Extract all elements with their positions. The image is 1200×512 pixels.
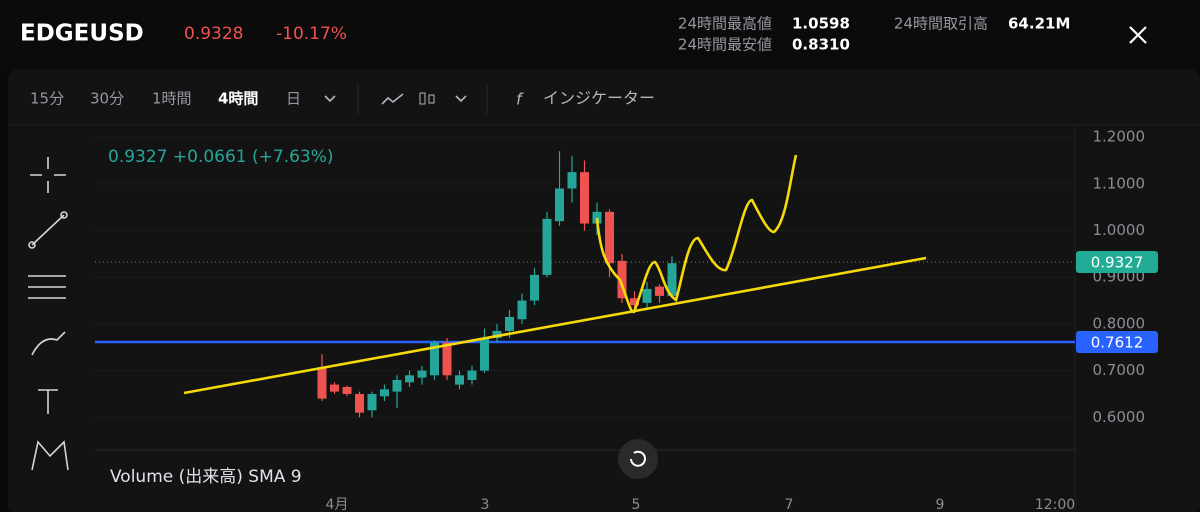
stat-label: 24時間最安値 [678, 36, 772, 54]
candle-body [642, 288, 652, 303]
candle-body [380, 389, 389, 397]
price-label-bg [1076, 331, 1158, 354]
plot: 1.20001.10001.00000.90000.80000.70000.60… [95, 128, 1158, 512]
dropdown-icon[interactable] [324, 95, 336, 103]
candle-body [617, 260, 627, 299]
drawing-tools[interactable] [28, 157, 69, 471]
candle-body [355, 393, 364, 413]
candle-body [580, 172, 589, 224]
change: -10.17% [276, 24, 347, 44]
y-tick-label: 1.1000 [1093, 174, 1146, 192]
candle-body [330, 384, 339, 392]
x-tick-label: 7 [785, 497, 794, 512]
candle-body [555, 188, 564, 222]
candle-body [492, 330, 502, 338]
x-tick-label: 3 [481, 497, 490, 512]
stat-value: 1.0598 [792, 15, 850, 33]
price-label: 0.7612 [1091, 334, 1144, 352]
candle-body [542, 218, 552, 275]
candle-body [405, 375, 414, 383]
candle-body [442, 342, 452, 376]
indicator-button[interactable]: インジケーター [543, 89, 655, 108]
candle-body [592, 211, 602, 224]
timeframes: 15分 30分 1時間 4時間 日 [30, 90, 301, 108]
x-tick-label: 9 [936, 497, 945, 512]
price: 0.9328 [184, 24, 243, 44]
timeframe-button[interactable]: 15分 [30, 90, 64, 108]
candle-body [630, 298, 639, 306]
x-tick-label: 12:00 [1035, 497, 1075, 512]
candle-body [517, 300, 527, 320]
chart-panel [8, 70, 1200, 512]
close-button[interactable] [1129, 26, 1147, 44]
candle-body [480, 337, 489, 371]
reset-button[interactable] [618, 439, 658, 479]
x-tick-label: 5 [632, 497, 641, 512]
price-label-bg [1076, 250, 1158, 273]
y-tick-label: 0.6000 [1093, 408, 1146, 426]
trend-line [183, 256, 927, 395]
candle-body [430, 342, 439, 376]
stat-value: 0.8310 [792, 36, 850, 54]
candle-body [667, 263, 677, 296]
candle-body [505, 316, 514, 331]
candle-body [392, 379, 402, 392]
candle-body [530, 274, 539, 301]
hand-drawing [595, 154, 798, 314]
candle-body [567, 172, 577, 189]
ohlc-legend: 0.9327 +0.0661 (+7.63%) [108, 147, 334, 167]
timeframe-button[interactable]: 1時間 [152, 90, 192, 108]
symbol: EDGEUSD [20, 21, 144, 47]
price-label: 0.9327 [1091, 253, 1144, 271]
fx-icon[interactable]: f [516, 90, 524, 109]
stat-value: 64.21M [1008, 15, 1070, 33]
y-tick-label: 1.0000 [1093, 221, 1146, 239]
candle-body [417, 370, 427, 378]
candle-body [605, 211, 614, 264]
candle-body [655, 286, 664, 296]
stat-label: 24時間取引高 [894, 15, 988, 33]
candle-body [342, 386, 352, 394]
dropdown-icon[interactable] [455, 95, 467, 103]
candle-body [317, 368, 327, 399]
stat-label: 24時間最高値 [678, 15, 772, 33]
header-bg [0, 0, 1200, 70]
y-tick-label: 1.2000 [1093, 128, 1146, 146]
timeframe-button[interactable]: 日 [286, 90, 301, 108]
line-chart-icon[interactable] [381, 93, 404, 105]
timeframe-button[interactable]: 30分 [90, 90, 124, 108]
candle-icon[interactable] [419, 92, 435, 105]
candle-body [367, 393, 377, 411]
y-tick-label: 0.7000 [1093, 361, 1146, 379]
x-tick-label: 4月 [326, 497, 349, 512]
candle-body [455, 375, 464, 385]
candle-body [467, 370, 477, 380]
timeframe-button[interactable]: 4時間 [218, 90, 258, 108]
y-tick-label: 0.8000 [1093, 314, 1146, 332]
volume-legend: Volume (出来高) SMA 9 [110, 467, 302, 487]
